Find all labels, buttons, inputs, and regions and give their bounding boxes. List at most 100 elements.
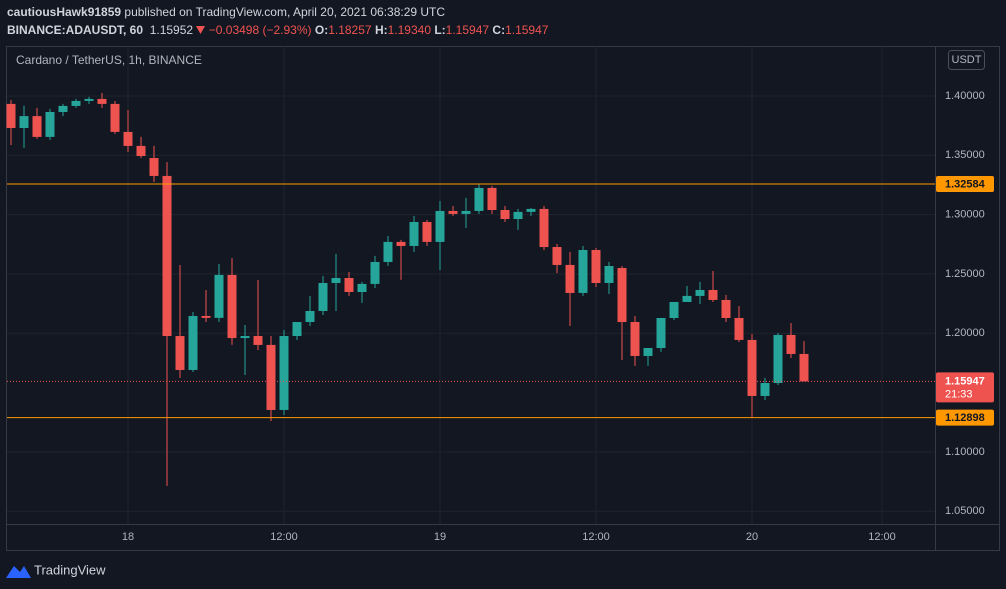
candle-body <box>279 336 289 410</box>
candle-body <box>175 336 185 370</box>
symbol: BINANCE:ADAUSDT, 60 <box>7 23 144 37</box>
candle-body <box>487 187 497 211</box>
candle-body <box>630 322 640 356</box>
level-tag <box>936 409 994 426</box>
candle-body <box>19 116 29 129</box>
currency-button[interactable] <box>948 50 985 70</box>
header-line-1: cautiousHawk91859 published on TradingVi… <box>7 3 548 21</box>
h-label: H: <box>374 23 388 37</box>
level-tag <box>936 175 994 192</box>
candle-body <box>695 289 705 296</box>
candle-body <box>760 383 770 396</box>
currency-label[interactable]: USDT <box>952 54 982 66</box>
l-label: L: <box>434 23 446 37</box>
candle-body <box>669 301 679 318</box>
brand-logo[interactable] <box>6 566 31 578</box>
candle-body <box>422 221 432 242</box>
candle-body <box>565 264 575 293</box>
candle-body <box>526 208 536 212</box>
y-tick-label: 1.40000 <box>945 90 985 102</box>
candle-body <box>643 348 653 356</box>
candle-body <box>578 249 588 293</box>
candle-body <box>409 221 419 246</box>
last: 1.15952 <box>149 23 194 37</box>
candle-body <box>201 315 211 318</box>
brand-name[interactable]: TradingView <box>34 562 106 577</box>
candle-body <box>149 158 159 176</box>
candle-body <box>357 283 367 293</box>
y-tick-label: 1.30000 <box>945 209 985 221</box>
author[interactable]: cautiousHawk91859 <box>7 5 122 19</box>
candle-body <box>773 334 783 384</box>
y-tick-label: 1.35000 <box>945 149 985 161</box>
candle-body <box>305 310 315 323</box>
candle-body <box>214 274 224 318</box>
x-tick-label: 12:00 <box>868 531 896 543</box>
candle-body <box>682 295 692 302</box>
candle-body <box>331 277 341 283</box>
candle-body <box>539 208 549 248</box>
h-value: 1.19340 <box>387 23 431 37</box>
candle-body <box>266 344 276 410</box>
x-tick-label: 12:00 <box>270 531 298 543</box>
candle-body <box>45 111 55 137</box>
candle-body <box>747 339 757 396</box>
header: cautiousHawk91859 published on TradingVi… <box>7 3 548 39</box>
candle-body <box>734 317 744 340</box>
candle-body <box>591 249 601 283</box>
c-label: C: <box>492 23 506 37</box>
candle-body <box>500 210 510 220</box>
candle-body <box>461 210 471 214</box>
x-tick-label: 19 <box>434 531 446 543</box>
header-line-2: BINANCE:ADAUSDT, 60 1.15952 −0.03498 (−2… <box>7 21 548 39</box>
candle-body <box>370 261 380 284</box>
candle-body <box>344 277 354 293</box>
candle-body <box>71 100 81 106</box>
down-arrow <box>196 26 206 34</box>
candle-body <box>396 241 406 246</box>
y-tick-label: 1.05000 <box>945 505 985 517</box>
o-label: O: <box>314 23 329 37</box>
candle-body <box>253 336 263 345</box>
candle-body <box>110 103 120 132</box>
chart-title: Cardano / TetherUS, 1h, BINANCE <box>16 53 202 67</box>
y-tick-label: 1.20000 <box>945 327 985 339</box>
candle-body <box>58 105 68 112</box>
x-tick-label: 12:00 <box>582 531 610 543</box>
candle-body <box>123 131 133 146</box>
candle-body <box>383 241 393 262</box>
candle-body <box>162 175 172 337</box>
change: −0.03498 (−2.93%) <box>208 23 312 37</box>
candle-body <box>84 98 94 101</box>
candle-body <box>786 334 796 354</box>
y-tick-label: 1.25000 <box>945 268 985 280</box>
x-tick-label: 20 <box>746 531 758 543</box>
candle-body <box>227 274 237 339</box>
candle-body <box>552 247 562 265</box>
published: published on TradingView.com, April 20, … <box>124 5 446 19</box>
candle-body <box>448 210 458 214</box>
brand[interactable]: TradingView <box>6 562 106 578</box>
y-tick-label: 1.10000 <box>945 446 985 458</box>
countdown: 21:33 <box>945 388 973 400</box>
last-price-tag <box>936 372 994 403</box>
candle-body <box>97 98 107 104</box>
candle-body <box>604 266 614 283</box>
candle-body <box>656 317 666 349</box>
candle-body <box>708 289 718 300</box>
level-label: 1.12898 <box>945 412 985 424</box>
l-value: 1.15947 <box>445 23 490 37</box>
candle-body <box>617 268 627 323</box>
o-value: 1.18257 <box>328 23 372 37</box>
candle-body <box>435 210 445 242</box>
candle-body <box>240 336 250 339</box>
candle-body <box>6 103 16 129</box>
candle-body <box>474 187 484 211</box>
candle-body <box>513 211 523 220</box>
candle-body <box>188 315 198 370</box>
candle-body <box>721 299 731 318</box>
last-price-label: 1.15947 <box>945 375 985 387</box>
x-tick-label: 18 <box>122 531 134 543</box>
